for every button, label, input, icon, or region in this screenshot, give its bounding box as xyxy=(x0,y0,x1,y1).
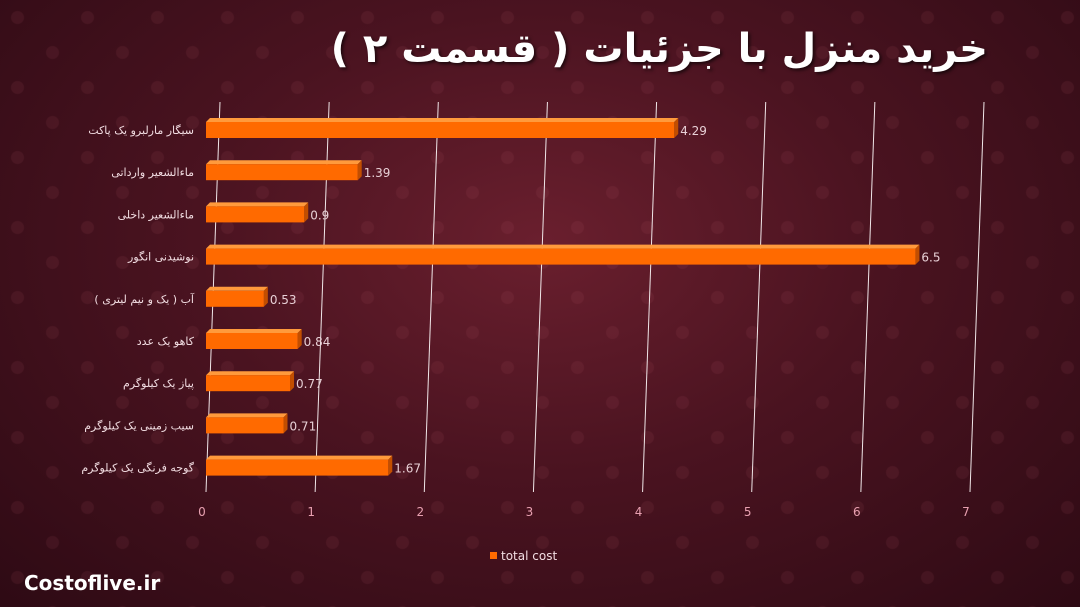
legend-swatch xyxy=(490,552,497,559)
value-label: 0.9 xyxy=(310,208,329,222)
bar-side-face xyxy=(297,329,302,349)
bar xyxy=(206,202,309,223)
bar-top-face xyxy=(206,202,309,207)
bar-top-face xyxy=(206,244,920,249)
bar-side-face xyxy=(290,371,295,392)
bar-top-face xyxy=(206,286,268,291)
bar-top-face xyxy=(206,413,288,418)
bar xyxy=(206,244,920,265)
x-axis-ticks: 0 1 2 3 4 5 6 7 xyxy=(198,505,970,519)
bar-side-face xyxy=(263,286,268,307)
category-label: گوجه فرنگی یک کیلوگرم xyxy=(81,462,194,475)
x-tick-label: 7 xyxy=(962,505,970,519)
bar-front xyxy=(206,206,305,223)
bar-front xyxy=(206,375,291,392)
category-label: سیگار مارلبرو یک پاکت xyxy=(88,124,194,137)
value-label: 0.84 xyxy=(304,335,331,349)
x-tick-label: 5 xyxy=(744,505,752,519)
page-title: خرید منزل با جزئیات ( قسمت ۲ ) xyxy=(330,26,988,72)
bar-top-face xyxy=(206,371,295,376)
gridline xyxy=(969,101,985,493)
bar-front xyxy=(206,333,298,349)
bar xyxy=(206,160,362,181)
bar-front xyxy=(206,459,389,476)
bar-top-face xyxy=(206,455,393,460)
bar-side-face xyxy=(357,160,362,181)
value-label: 0.77 xyxy=(296,377,323,391)
bar-side-face xyxy=(304,202,309,223)
category-label: کاهو یک عدد xyxy=(137,335,195,348)
bar-front xyxy=(206,248,916,265)
bar xyxy=(206,413,288,434)
category-label: نوشیدنی انگور xyxy=(127,251,194,264)
x-tick-label: 0 xyxy=(198,505,206,519)
bar-side-face xyxy=(674,118,679,138)
value-label: 1.67 xyxy=(394,462,421,476)
bar xyxy=(206,455,393,476)
bar-front xyxy=(206,417,284,434)
legend-label: total cost xyxy=(501,549,557,563)
x-tick-label: 2 xyxy=(416,505,424,519)
category-labels: سیگار مارلبرو یک پاکت ماءالشعیر وارداتی ما… xyxy=(81,124,195,475)
x-tick-label: 3 xyxy=(526,505,534,519)
value-label: 0.53 xyxy=(270,293,297,307)
value-label: 4.29 xyxy=(680,124,707,138)
value-label: 1.39 xyxy=(364,166,391,180)
value-labels: 4.29 1.39 0.9 6.5 0.53 0.84 0.77 0.71 1.67 xyxy=(270,124,941,476)
x-tick-label: 6 xyxy=(853,505,861,519)
category-label: ماءالشعیر داخلی xyxy=(118,208,195,221)
bar-side-face xyxy=(915,244,920,265)
bar-front xyxy=(206,290,264,307)
category-label: آب ( یک و نیم لیتری ) xyxy=(94,292,195,306)
brand-watermark: Costoflive.ir xyxy=(24,571,161,595)
bar-top-face xyxy=(206,118,679,122)
value-label: 6.5 xyxy=(921,251,940,265)
bar xyxy=(206,329,302,349)
bar-front xyxy=(206,164,358,181)
gridline xyxy=(423,101,439,493)
x-tick-label: 4 xyxy=(635,505,643,519)
category-label: سیب زمینی یک کیلوگرم xyxy=(84,419,194,432)
gridline xyxy=(642,101,658,493)
category-label: پیاز یک کیلوگرم xyxy=(123,377,194,390)
category-label: ماءالشعیر وارداتی xyxy=(111,166,194,179)
bar-side-face xyxy=(388,455,393,476)
bar xyxy=(206,118,679,138)
gridline xyxy=(532,101,548,493)
bar-side-face xyxy=(283,413,288,434)
bars xyxy=(206,118,920,476)
bar-front xyxy=(206,122,675,138)
legend: total cost xyxy=(490,549,557,563)
bar-top-face xyxy=(206,160,362,165)
value-label: 0.71 xyxy=(289,419,316,433)
gridline xyxy=(751,101,767,493)
gridline xyxy=(860,101,876,493)
bar-top-face xyxy=(206,329,302,333)
bar xyxy=(206,286,268,307)
x-tick-label: 1 xyxy=(307,505,315,519)
bar xyxy=(206,371,295,392)
